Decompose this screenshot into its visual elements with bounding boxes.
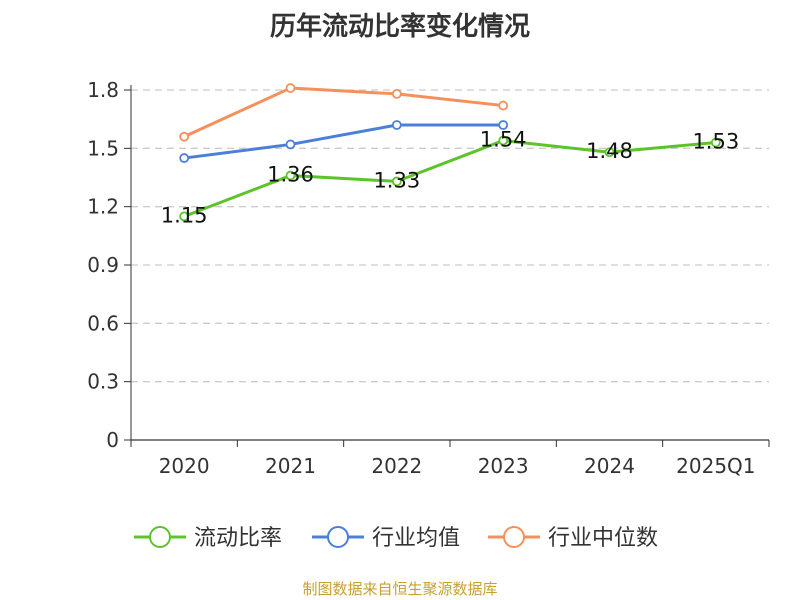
series-line [183,139,716,218]
legend-item: 行业均值 [312,526,460,551]
data-point [179,211,190,222]
data-label: 1.48 [586,139,633,163]
data-point [710,137,721,148]
data-point [391,176,402,187]
data-point [179,131,190,142]
data-point [285,139,296,150]
data-point [498,100,509,111]
legend-marker [149,526,171,548]
data-point [179,153,190,163]
legend-item: 行业中位数 [488,526,658,551]
data-point [285,83,296,93]
x-tick-label: 2023 [478,454,529,478]
source-note: 制图数据来自恒生聚源数据库 [302,580,498,598]
x-tick-label: 2020 [159,454,210,478]
x-tick-label: 2021 [265,454,316,478]
series-line [183,123,504,160]
data-point [391,120,402,130]
legend-label: 流动比率 [194,526,282,551]
x-tick-label: 2024 [584,454,635,478]
data-labels: 1.15 1.36 1.33 1.54 1.48 1.53 [161,128,739,228]
series-line [183,86,504,139]
grid-lines [131,89,769,383]
data-label: 1.15 [161,203,208,227]
data-point [391,88,402,99]
legend-marker [327,526,349,548]
data-label: 1.54 [480,128,527,152]
data-point [498,135,509,146]
legend-item: 流动比率 [134,526,282,551]
data-label: 1.36 [267,163,314,187]
y-tick-label: 0.3 [87,370,119,394]
data-point [285,170,296,181]
y-tick-label: 1.2 [87,195,119,219]
legend: 流动比率 行业均值 行业中位数 [134,526,658,551]
series-layer [179,83,721,222]
y-tick-label: 0.6 [87,311,119,335]
x-tick-label: 2025Q1 [676,454,755,478]
legend-marker [503,526,525,548]
legend-label: 行业中位数 [548,526,658,551]
x-tick-label: 2022 [371,454,422,478]
y-tick-label: 1.5 [87,136,119,160]
legend-label: 行业均值 [372,526,460,551]
data-label: 1.53 [692,130,739,154]
axes: 0 0.3 0.6 0.9 1.2 1.5 1.8 2020 2021 2022 2023 2024 2… [87,78,770,478]
chart-title: 历年流动比率变化情况 [269,12,530,42]
y-tick-label: 1.8 [87,78,119,102]
y-tick-label: 0.9 [87,253,119,277]
data-point [498,120,509,130]
y-tick-label: 0 [106,428,119,452]
data-point [604,147,615,158]
data-label: 1.33 [373,168,420,192]
